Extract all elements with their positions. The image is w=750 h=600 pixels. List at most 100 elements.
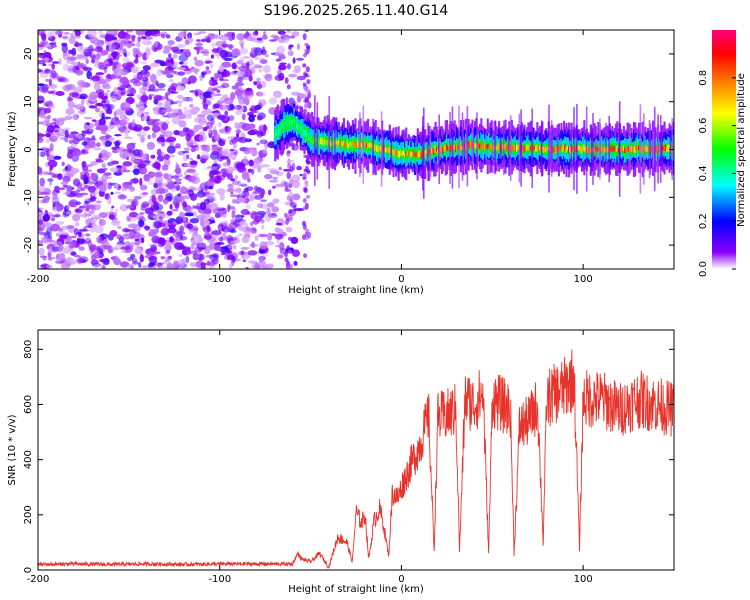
noise-blob [211, 220, 216, 224]
noise-blob [238, 65, 248, 72]
ridge-segment [459, 142, 462, 150]
noise-blob [103, 246, 110, 250]
noise-blob [58, 246, 63, 253]
ridge-segment [286, 120, 289, 127]
noise-blob [58, 58, 62, 65]
noise-blob [216, 163, 222, 169]
noise-blob [211, 81, 219, 86]
noise-blob [126, 215, 131, 222]
noise-blob [171, 175, 180, 179]
noise-blob [114, 68, 121, 72]
noise-blob [209, 192, 216, 196]
ridge-segment [667, 144, 670, 152]
ridge-segment [444, 144, 447, 152]
ridge-segment [351, 141, 354, 148]
noise-blob [256, 91, 264, 97]
noise-blob [232, 220, 242, 227]
noise-blob [189, 157, 194, 161]
noise-blob [56, 204, 62, 212]
noise-blob [153, 172, 163, 178]
noise-blob [244, 69, 253, 77]
noise-blob [213, 234, 220, 240]
noise-blob [277, 30, 286, 35]
ridge-segment [294, 120, 297, 128]
noise-blob [163, 246, 172, 251]
ridge-segment [420, 151, 423, 159]
noise-blob [291, 174, 300, 183]
noise-blob [39, 72, 49, 79]
noise-blob [89, 76, 95, 80]
noise-blob [189, 218, 199, 224]
noise-blob [88, 210, 95, 215]
noise-blob [251, 210, 258, 216]
noise-blob [84, 237, 92, 244]
noise-blob [152, 89, 159, 92]
noise-blob [199, 74, 204, 82]
noise-blob [38, 170, 43, 176]
ridge-segment [280, 124, 283, 132]
noise-column-blob [307, 231, 312, 239]
ridge-segment [276, 129, 279, 136]
noise-blob [96, 245, 101, 254]
noise-blob [207, 165, 212, 169]
noise-column-blob [286, 63, 291, 70]
snr-y-tick-label: 200 [23, 505, 34, 524]
noise-blob [206, 224, 211, 233]
noise-blob [275, 244, 284, 248]
noise-blob [65, 107, 75, 115]
snr-x-tick-label: -200 [27, 574, 50, 585]
ridge-segment [513, 144, 516, 151]
noise-blob [41, 33, 47, 42]
noise-blob [286, 160, 295, 163]
noise-blob [181, 257, 188, 264]
noise-blob [82, 67, 93, 72]
noise-blob [70, 131, 79, 135]
noise-blob [185, 154, 190, 160]
noise-blob [196, 154, 201, 160]
noise-blob [173, 260, 179, 267]
noise-blob [132, 168, 140, 176]
noise-blob [131, 159, 141, 163]
noise-blob [259, 241, 268, 250]
colorbar-label: Normalized spectral amplitude [736, 73, 747, 227]
noise-blob [134, 247, 143, 254]
noise-blob [232, 198, 236, 204]
noise-blob [234, 122, 239, 129]
ridge-segment [536, 144, 539, 152]
ridge-segment [345, 141, 348, 148]
noise-blob [65, 204, 70, 210]
noise-blob [286, 171, 292, 180]
ridge-segment [481, 145, 484, 150]
noise-blob [102, 103, 112, 110]
noise-blob [152, 125, 161, 133]
ridge-segment [514, 144, 517, 152]
noise-blob [221, 61, 232, 68]
noise-blob [226, 188, 236, 193]
noise-blob [85, 131, 93, 135]
ridge-segment [373, 144, 376, 152]
ridge-segment [616, 145, 619, 152]
noise-blob [180, 196, 185, 203]
ridge-segment [326, 140, 329, 146]
noise-blob [175, 164, 180, 173]
ridge-segment [498, 143, 501, 150]
noise-blob [142, 169, 148, 173]
ridge-segment [364, 141, 367, 147]
noise-blob [67, 65, 75, 71]
noise-blob [260, 253, 269, 257]
ridge-segment [537, 145, 540, 151]
ridge-segment [650, 147, 653, 152]
noise-blob [146, 115, 150, 121]
noise-blob [179, 211, 185, 220]
noise-blob [258, 58, 265, 61]
noise-blob [271, 233, 277, 237]
noise-blob [42, 63, 47, 66]
noise-blob [97, 91, 105, 99]
noise-blob [243, 187, 249, 193]
noise-blob [237, 59, 244, 65]
noise-blob [56, 253, 62, 258]
noise-blob [217, 114, 226, 120]
noise-blob [59, 234, 68, 239]
ridge-segment [354, 143, 357, 149]
